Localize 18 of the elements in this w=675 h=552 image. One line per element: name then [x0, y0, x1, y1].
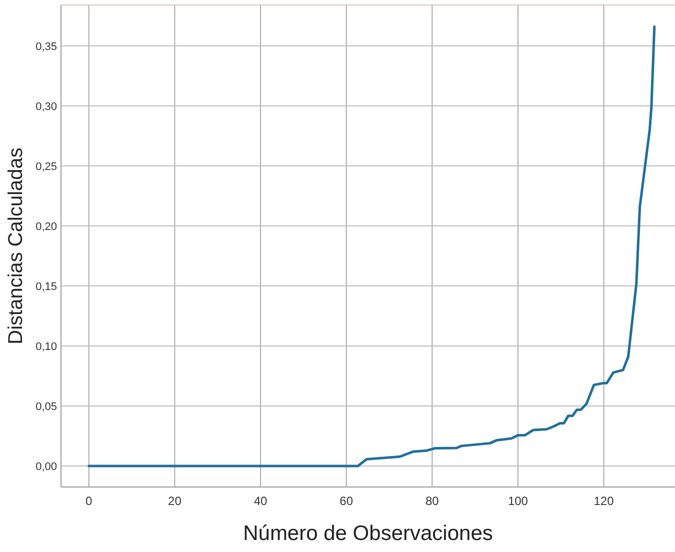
x-tick-label: 40 [254, 494, 268, 508]
x-axis-title: Número de Observaciones [243, 522, 493, 545]
y-axis-title: Distancias Calculadas [5, 148, 27, 344]
x-tick-label: 120 [594, 494, 614, 508]
y-tick-label: 0,20 [36, 220, 57, 233]
y-tick-label: 0,35 [36, 40, 57, 53]
y-tick-label: 0,10 [36, 340, 57, 353]
x-tick-label: 60 [340, 494, 354, 508]
y-tick-label: 0,15 [36, 280, 57, 293]
y-tick-label: 0,25 [36, 160, 57, 173]
y-tick-label: 0,05 [36, 400, 57, 413]
x-tick-label: 20 [168, 494, 182, 508]
x-tick-label: 80 [425, 494, 440, 508]
x-tick-label: 100 [508, 494, 528, 508]
line-series [88, 25, 656, 468]
x-tick-label: 0 [86, 494, 93, 508]
y-tick-label: 0,00 [36, 460, 57, 473]
y-tick-label: 0,30 [36, 100, 57, 113]
